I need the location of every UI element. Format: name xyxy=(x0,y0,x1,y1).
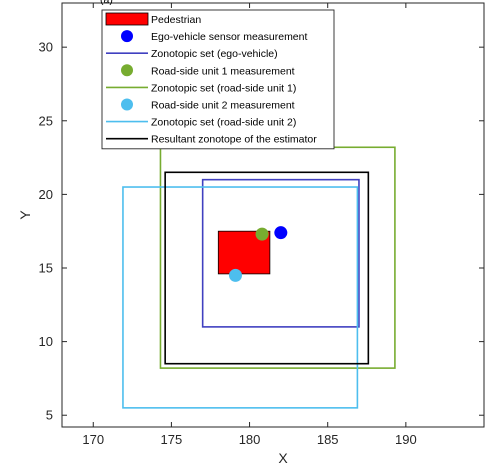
legend-label: Zonotopic set (road-side unit 2) xyxy=(151,117,296,129)
legend-label: Ego-vehicle sensor measurement xyxy=(151,31,307,43)
y-tick-label: 30 xyxy=(39,40,53,55)
y-tick-label: 15 xyxy=(39,261,53,276)
legend-label: Resultant zonotope of the estimator xyxy=(151,134,317,146)
legend-symbol-patch xyxy=(105,12,149,26)
legend-entry: Ego-vehicle sensor measurement xyxy=(121,30,307,43)
x-tick-label: 170 xyxy=(82,432,104,447)
top-caption: (a) xyxy=(100,0,113,6)
legend-entry: Pedestrian xyxy=(105,12,201,26)
x-axis-label: X xyxy=(278,450,288,466)
legend-label: Zonotopic set (ego-vehicle) xyxy=(151,48,278,60)
y-tick-label: 20 xyxy=(39,187,53,202)
x-tick-label: 175 xyxy=(161,432,183,447)
y-tick-label: 25 xyxy=(39,113,53,128)
y-tick-label: 5 xyxy=(46,408,53,423)
y-tick-label: 10 xyxy=(39,334,53,349)
x-tick-label: 185 xyxy=(317,432,339,447)
zonotope-zonotopic-set-ego-vehicle xyxy=(201,178,360,328)
zonotope-zonotopic-set-road-side-unit-2 xyxy=(122,186,359,409)
legend-label: Road-side unit 2 measurement xyxy=(151,100,295,112)
measurement-point-ego-vehicle-sensor-measurement xyxy=(274,226,288,240)
legend-symbol-marker xyxy=(121,30,133,43)
measurement-point-road-side-unit-2-measurement xyxy=(228,268,242,282)
legend-entry: Zonotopic set (ego-vehicle) xyxy=(106,48,278,60)
legend-label: Zonotopic set (road-side unit 1) xyxy=(151,82,296,94)
pedestrian-box xyxy=(217,230,271,275)
legend-entry: Road-side unit 2 measurement xyxy=(121,98,295,112)
legend-symbol-marker xyxy=(121,64,133,77)
x-tick-label: 180 xyxy=(239,432,261,447)
legend-entry: Road-side unit 1 measurement xyxy=(121,64,295,77)
legend-label: Road-side unit 1 measurement xyxy=(151,65,295,77)
legend-symbol-marker xyxy=(121,98,133,111)
legend-label: Pedestrian xyxy=(151,14,201,26)
axes-box xyxy=(61,2,485,428)
y-axis-label: Y xyxy=(17,210,33,220)
legend-box xyxy=(101,9,335,150)
legend-entry: Zonotopic set (road-side unit 2) xyxy=(106,117,296,129)
measurement-point-road-side-unit-1-measurement xyxy=(255,227,269,241)
x-tick-label: 190 xyxy=(395,432,417,447)
zonotope-resultant-zonotope-of-the-estimator xyxy=(164,171,370,365)
legend-entry: Zonotopic set (road-side unit 1) xyxy=(106,82,296,94)
legend-entry: Resultant zonotope of the estimator xyxy=(106,134,317,146)
